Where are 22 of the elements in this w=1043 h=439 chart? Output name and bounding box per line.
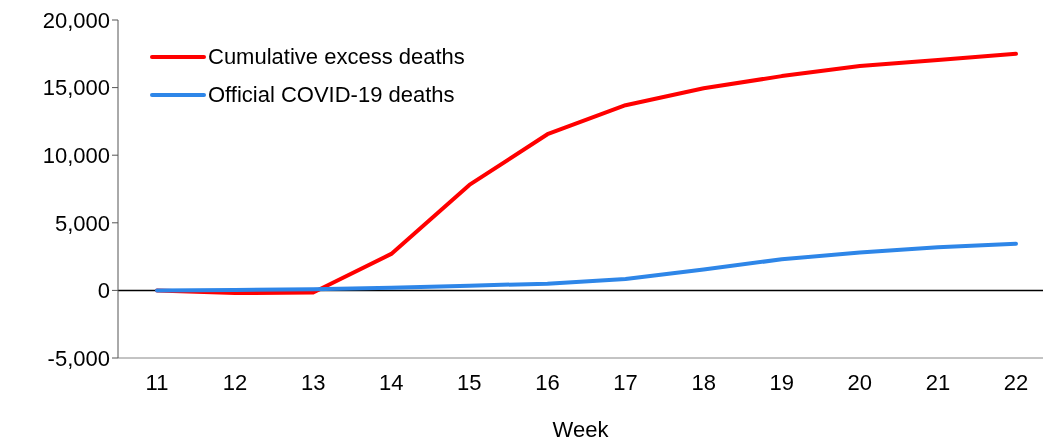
y-tick-label: -5,000 [47, 345, 110, 371]
y-tick-label: 20,000 [42, 7, 110, 33]
x-tick-label: 19 [769, 369, 794, 395]
y-tick-label: 15,000 [42, 75, 110, 101]
x-tick-label: 14 [379, 369, 404, 395]
x-tick-label: 21 [925, 369, 951, 395]
x-tick-label: 12 [222, 369, 248, 395]
x-tick-label: 20 [847, 369, 873, 395]
x-tick-label: 16 [535, 369, 560, 395]
x-tick-label: 11 [145, 369, 169, 395]
y-tick-label: 10,000 [42, 143, 110, 169]
legend-label: Official COVID-19 deaths [208, 82, 455, 108]
y-tick-label: 5,000 [54, 210, 110, 236]
line-series [155, 241, 1018, 293]
x-tick-label: 13 [300, 369, 326, 395]
x-tick-label: 15 [457, 369, 482, 395]
x-tick-label: 18 [691, 369, 716, 395]
legend-label: Cumulative excess deaths [208, 44, 465, 70]
x-axis-title: Week [552, 417, 610, 439]
x-tick-label: 22 [1003, 369, 1029, 395]
x-tick-label: 17 [613, 369, 638, 395]
y-tick-label: 0 [97, 278, 110, 304]
